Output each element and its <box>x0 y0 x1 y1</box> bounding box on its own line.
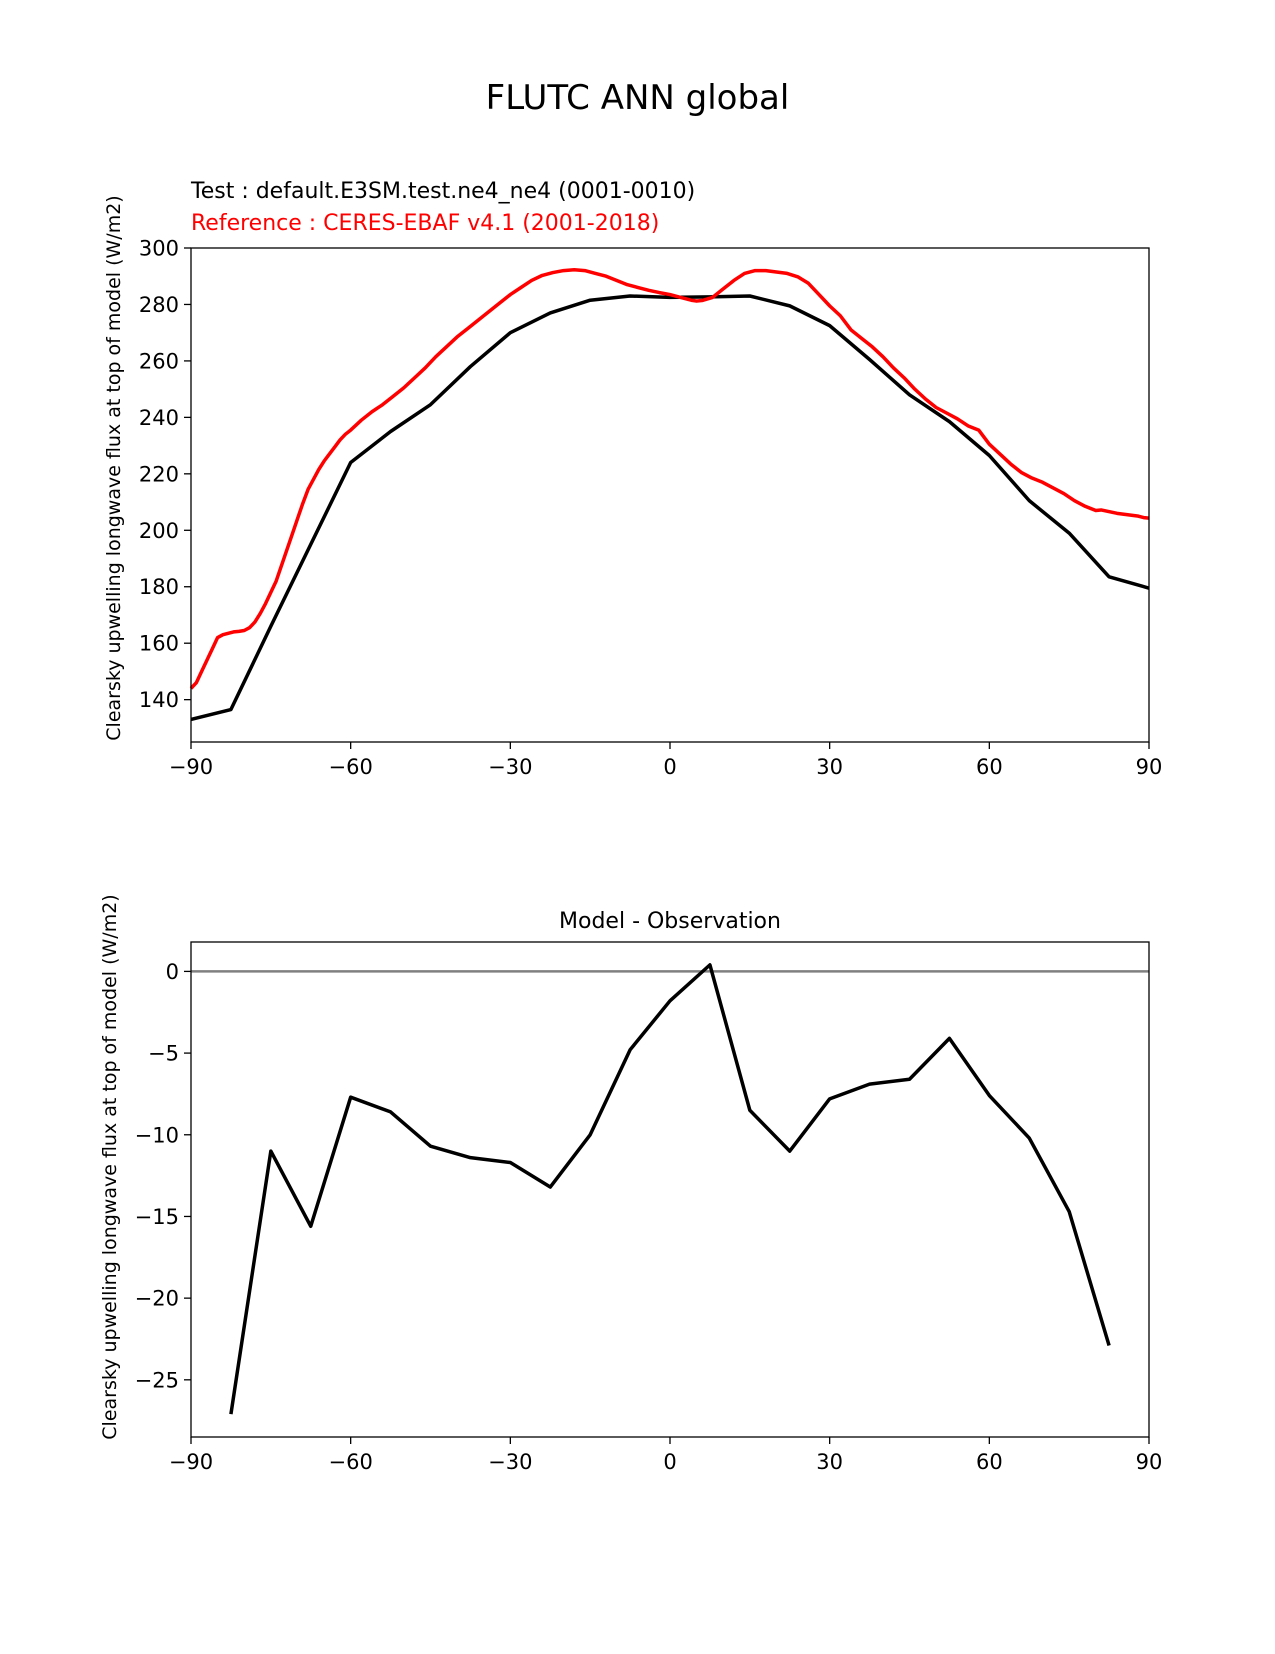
x-tick-label: 60 <box>976 1450 1003 1474</box>
y-tick-label: 220 <box>139 462 179 486</box>
y-tick-label: 280 <box>139 293 179 317</box>
x-tick-label: 90 <box>1136 755 1163 779</box>
x-tick-label: 60 <box>976 755 1003 779</box>
bottom-y-axis-label: Clearsky upwelling longwave flux at top … <box>99 894 121 1439</box>
x-tick-label: −30 <box>488 1450 532 1474</box>
x-tick-label: 30 <box>816 755 843 779</box>
y-tick-label: −20 <box>135 1287 179 1311</box>
bottom-plot-title: Model - Observation <box>559 909 781 934</box>
x-tick-label: −60 <box>329 755 373 779</box>
series-line-test <box>190 294 1150 722</box>
x-tick-label: −60 <box>329 1450 373 1474</box>
y-tick-label: 160 <box>139 632 179 656</box>
reference-label: Reference : CERES-EBAF v4.1 (2001-2018) <box>191 211 659 236</box>
top-panel: Test : default.E3SM.test.ne4_ne4 (0001-0… <box>103 179 1162 779</box>
y-tick-label: 140 <box>139 688 179 712</box>
top-plot-area: −90 −60 −30 0 30 60 90 140 160 180 200 220 240 260 280… <box>139 237 1162 780</box>
y-tick-label: −15 <box>135 1205 179 1229</box>
series-line-reference <box>189 267 1150 690</box>
y-tick-label: −10 <box>135 1123 179 1147</box>
y-tick-label: −25 <box>135 1368 179 1392</box>
x-tick-label: −90 <box>169 1450 213 1474</box>
y-tick-label: 180 <box>139 575 179 599</box>
test-label: Test : default.E3SM.test.ne4_ne4 (0001-0… <box>190 179 695 204</box>
y-tick-label: 200 <box>139 519 179 543</box>
y-tick-label: 240 <box>139 406 179 430</box>
x-tick-label: −90 <box>169 755 213 779</box>
x-tick-label: 90 <box>1136 1450 1163 1474</box>
x-tick-label: −30 <box>488 755 532 779</box>
y-tick-label: 300 <box>139 237 179 261</box>
x-tick-label: 30 <box>816 1450 843 1474</box>
x-tick-label: 0 <box>663 1450 676 1474</box>
bottom-panel: Model - Observation −90 −60 −30 0 30 60 900−5−… <box>99 894 1162 1474</box>
figure-title: FLUTC ANN global <box>486 78 790 118</box>
series-line-difference <box>229 963 1111 1415</box>
y-tick-label: 260 <box>139 349 179 373</box>
x-tick-label: 0 <box>663 755 676 779</box>
top-y-axis-label: Clearsky upwelling longwave flux at top … <box>103 195 125 740</box>
bottom-plot-area: −90 −60 −30 0 30 60 90 0 −5 −10 −15 −20 −25 <box>135 941 1163 1474</box>
y-tick-label: −5 <box>148 1042 179 1066</box>
y-tick-label: 0 <box>166 960 179 984</box>
